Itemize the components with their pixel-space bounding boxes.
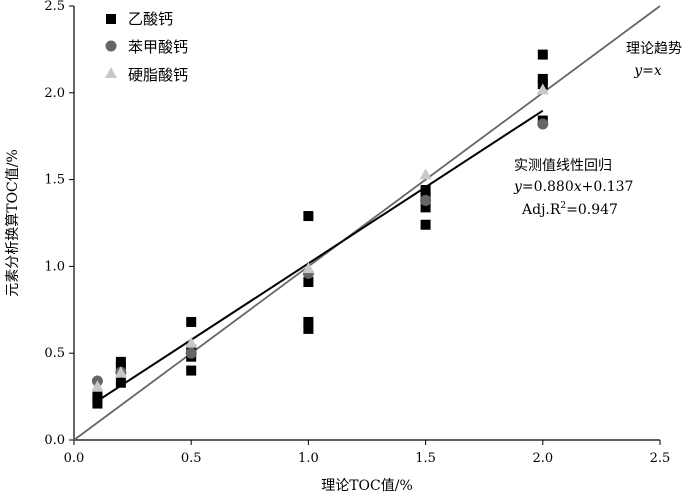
regression-equation: y=0.880x+0.137	[513, 179, 633, 195]
point-square	[115, 377, 126, 388]
theory-equation: y=x	[633, 63, 662, 79]
regression-eq-lhs: y	[513, 179, 523, 195]
point-square	[537, 73, 548, 84]
point-triangle	[185, 336, 198, 348]
theory-annotation: 理论趋势 y=x	[626, 41, 682, 79]
point-square	[186, 365, 197, 376]
regression-adj-r2: Adj.R2=0.947	[521, 201, 618, 218]
point-circle	[537, 118, 549, 130]
y-tick-label: 1.5	[44, 173, 65, 188]
regression-line	[96, 109, 544, 402]
point-square	[303, 316, 314, 327]
point-triangle	[91, 380, 104, 392]
legend-label-series-3: 硬脂酸钙	[128, 66, 188, 84]
regression-eq-x: x	[574, 179, 582, 195]
legend-label-series-2: 苯甲酸钙	[128, 38, 188, 56]
legend-marker-triangle	[105, 67, 117, 78]
x-tick-label: 2.5	[650, 451, 671, 466]
theory-line-label: 理论趋势	[626, 41, 682, 57]
point-triangle	[302, 262, 315, 274]
point-square	[186, 316, 197, 327]
point-square	[537, 49, 548, 60]
x-tick-label: 1.5	[415, 451, 436, 466]
point-square	[420, 202, 431, 213]
x-tick-label: 0.5	[181, 451, 202, 466]
trend-lines	[73, 5, 661, 441]
y-tick-label: 0.0	[44, 433, 65, 448]
point-square	[420, 219, 431, 230]
y-tick-label: 0.5	[44, 346, 65, 361]
point-triangle	[419, 168, 432, 180]
theory-eq-lhs: y	[633, 63, 643, 79]
x-tick-label: 1.0	[298, 451, 319, 466]
x-tick-label: 0.0	[64, 451, 85, 466]
regression-eq-mid: =0.880	[522, 179, 574, 195]
regression-annotation: 实测值线性回归 y=0.880x+0.137 Adj.R2=0.947	[513, 157, 633, 218]
legend-label-series-1: 乙酸钙	[128, 10, 173, 28]
point-square	[92, 395, 103, 406]
legend: 乙酸钙 苯甲酸钙 硬脂酸钙	[105, 10, 188, 84]
y-tick-label: 2.5	[44, 0, 65, 14]
legend-marker-square	[106, 14, 116, 24]
point-triangle	[536, 83, 549, 95]
adj-r-prefix: Adj.R	[521, 202, 561, 218]
adj-r-value: =0.947	[566, 202, 618, 218]
theory-eq-rhs: =x	[642, 63, 662, 79]
regression-eq-rhs: +0.137	[582, 179, 634, 195]
x-tick-label: 2.0	[532, 451, 553, 466]
point-square	[303, 211, 314, 222]
adj-r-superscript: 2	[560, 201, 566, 211]
point-circle	[420, 194, 432, 206]
plot-area: 0.0 0.5 1.0 1.5 2.0 2.5 0.0 0.5 1.0 1.5 2.0 2.5	[44, 0, 670, 466]
y-tick-label: 1.0	[44, 259, 65, 274]
point-square	[303, 277, 314, 288]
data-points	[91, 49, 549, 409]
ticks: 0.0 0.5 1.0 1.5 2.0 2.5 0.0 0.5 1.0 1.5 2.0 2.5	[44, 0, 670, 466]
point-triangle	[114, 366, 127, 378]
y-tick-label: 2.0	[44, 86, 65, 101]
regression-label: 实测值线性回归	[514, 157, 612, 174]
legend-marker-circle	[105, 40, 117, 52]
y-axis-title: 元素分析换算TOC值/%	[4, 149, 21, 297]
point-square	[115, 356, 126, 367]
point-square	[420, 185, 431, 196]
point-square	[303, 323, 314, 334]
x-axis-title: 理论TOC值/%	[321, 478, 413, 494]
theory-trend-line	[73, 5, 661, 441]
point-circle	[185, 347, 197, 359]
